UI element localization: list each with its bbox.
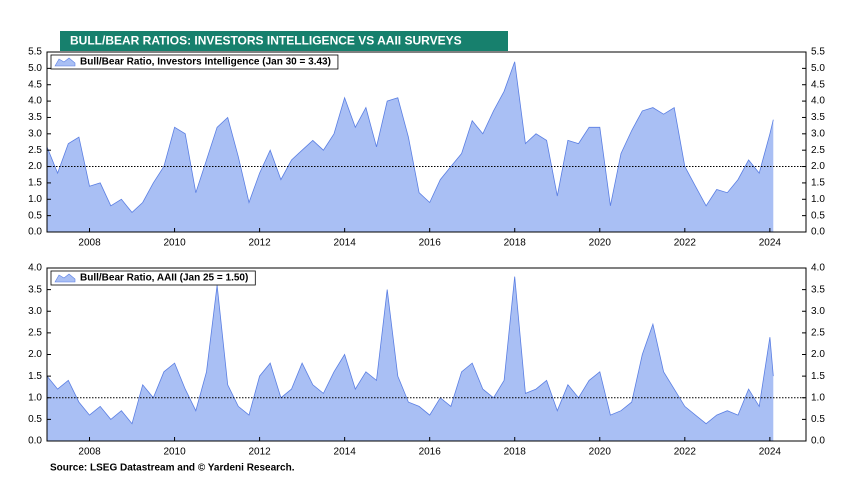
legend-box [50, 270, 256, 286]
y2-tick-label: 4.5 [811, 79, 825, 90]
area [47, 276, 774, 441]
y-tick-label: 4.5 [28, 79, 42, 90]
y-tick-label: 1.0 [28, 392, 42, 403]
y2-tick-label: 0.5 [811, 210, 825, 221]
y-tick-label: 0.5 [28, 414, 42, 425]
line [46, 276, 774, 425]
x-tick-label: 2014 [334, 447, 357, 458]
y2-tick-label: 5.5 [811, 47, 825, 58]
y-tick-label: 2.5 [28, 328, 42, 339]
x-tick-label: 2012 [248, 447, 271, 458]
x-tick-label: 2020 [589, 238, 612, 249]
x-tick-label: 2008 [78, 447, 101, 458]
y2-tick-label: 4.0 [811, 263, 825, 274]
y2-tick-label: 3.5 [811, 284, 825, 295]
y-tick-label: 1.5 [28, 371, 42, 382]
x-tick-label: 2016 [419, 447, 442, 458]
x-tick-label: 2014 [334, 238, 357, 249]
x-tick-label: 2016 [419, 238, 442, 249]
legend-swatch [54, 273, 76, 283]
y2-tick-label: 2.5 [811, 145, 825, 156]
x-tick-label: 2024 [759, 447, 782, 458]
x-tick-label: 2022 [674, 447, 697, 458]
title-box [60, 31, 508, 51]
y-tick-label: 3.0 [28, 306, 42, 317]
y2-tick-label: 2.0 [811, 349, 825, 360]
y2-tick-label: 1.5 [811, 178, 825, 189]
y2-tick-label: 3.0 [811, 128, 825, 139]
y-tick-label: 2.0 [28, 349, 42, 360]
y2-tick-label: 1.5 [811, 371, 825, 382]
legend-label: Bull/Bear Ratio, Investors Intelligence … [80, 57, 331, 68]
y2-tick-label: 0.0 [811, 436, 825, 447]
chart-title: BULL/BEAR RATIOS: INVESTORS INTELLIGENCE… [70, 34, 462, 48]
y-tick-label: 0.0 [28, 227, 42, 238]
y-tick-label: 0.0 [28, 436, 42, 447]
y2-tick-label: 1.0 [811, 392, 825, 403]
x-tick-label: 2010 [163, 238, 186, 249]
y2-tick-label: 3.0 [811, 306, 825, 317]
y-tick-label: 5.0 [28, 63, 42, 74]
y-tick-label: 1.0 [28, 194, 42, 205]
x-tick-label: 2024 [759, 238, 782, 249]
y-tick-label: 1.5 [28, 178, 42, 189]
y-tick-label: 3.5 [28, 284, 42, 295]
legend-swatch [54, 57, 76, 67]
y2-tick-label: 5.0 [811, 63, 825, 74]
y-tick-label: 3.0 [28, 128, 42, 139]
x-tick-label: 2010 [163, 447, 186, 458]
y2-tick-label: 3.5 [811, 112, 825, 123]
y2-tick-label: 4.0 [811, 96, 825, 107]
x-tick-label: 2018 [504, 447, 527, 458]
x-tick-label: 2018 [504, 238, 527, 249]
plot-frame [46, 51, 807, 233]
source: Source: LSEG Datastream and © Yardeni Re… [50, 463, 295, 474]
x-tick-label: 2012 [248, 238, 271, 249]
y2-tick-label: 2.5 [811, 328, 825, 339]
y-tick-label: 0.5 [28, 210, 42, 221]
legend-label: Bull/Bear Ratio, AAII (Jan 25 = 1.50) [80, 273, 248, 284]
y2-tick-label: 0.5 [811, 414, 825, 425]
legend-box [50, 54, 339, 70]
y2-tick-label: 2.0 [811, 161, 825, 172]
y-tick-label: 2.5 [28, 145, 42, 156]
x-tick-label: 2022 [674, 238, 697, 249]
line [46, 61, 774, 213]
x-tick-label: 2020 [589, 447, 612, 458]
y2-tick-label: 1.0 [811, 194, 825, 205]
y-tick-label: 4.0 [28, 263, 42, 274]
y2-tick-label: 0.0 [811, 227, 825, 238]
y-tick-label: 2.0 [28, 161, 42, 172]
x-tick-label: 2008 [78, 238, 101, 249]
y-tick-label: 4.0 [28, 96, 42, 107]
y-tick-label: 3.5 [28, 112, 42, 123]
y-tick-label: 5.5 [28, 47, 42, 58]
